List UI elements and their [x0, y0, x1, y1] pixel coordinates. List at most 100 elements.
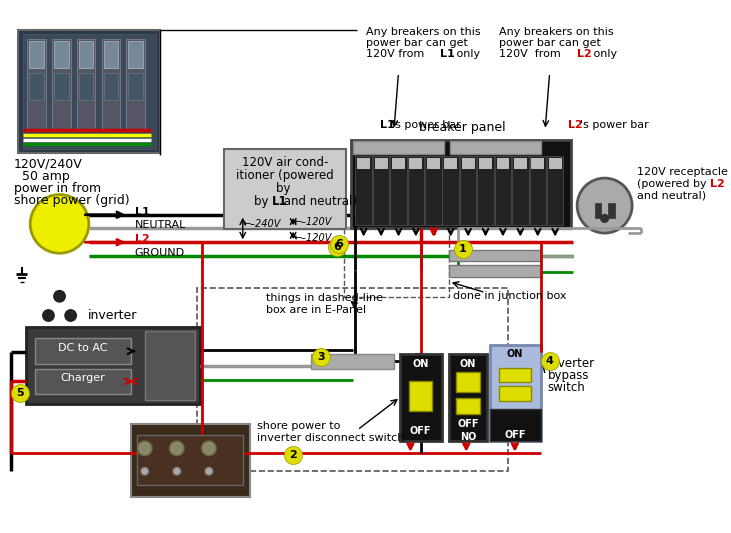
Bar	[499, 386, 531, 401]
Text: ←–120V: ←–120V	[293, 233, 332, 243]
Bar	[373, 156, 390, 225]
Circle shape	[173, 467, 181, 475]
Text: Any breakers on this: Any breakers on this	[499, 27, 614, 37]
Bar	[479, 158, 492, 169]
Bar	[608, 203, 615, 219]
Text: GROUND: GROUND	[135, 248, 185, 258]
Bar	[408, 156, 424, 225]
Text: 120V receptacle: 120V receptacle	[637, 167, 727, 177]
Text: inverter: inverter	[88, 309, 137, 322]
Bar	[462, 158, 474, 169]
Text: L2: L2	[710, 179, 724, 189]
Circle shape	[205, 467, 213, 475]
Bar	[54, 41, 69, 68]
Text: breaker panel: breaker panel	[420, 121, 506, 134]
Text: 6: 6	[333, 242, 341, 252]
Text: 5: 5	[16, 389, 24, 398]
Text: 120V/240V: 120V/240V	[14, 158, 83, 171]
Text: 6: 6	[335, 239, 343, 249]
Bar	[390, 156, 406, 225]
Text: OFF: OFF	[504, 430, 526, 440]
Circle shape	[170, 441, 184, 456]
Text: NEUTRAL: NEUTRAL	[135, 220, 186, 230]
Circle shape	[30, 195, 89, 253]
Text: 2: 2	[289, 450, 297, 460]
Bar	[131, 424, 250, 497]
Text: L1: L1	[135, 207, 149, 216]
Bar	[392, 158, 405, 169]
Text: done in junction box: done in junction box	[453, 291, 567, 301]
Bar	[499, 368, 531, 382]
Circle shape	[141, 467, 148, 475]
Circle shape	[53, 290, 66, 303]
Text: inverter disconnect switch: inverter disconnect switch	[257, 433, 404, 443]
Text: power in from: power in from	[14, 182, 101, 195]
Circle shape	[202, 441, 216, 456]
Bar	[375, 158, 387, 169]
Bar	[29, 41, 44, 68]
Bar	[351, 140, 571, 229]
Bar	[456, 373, 480, 392]
Bar	[594, 203, 601, 219]
Text: itioner (powered: itioner (powered	[236, 169, 334, 182]
Bar	[496, 158, 510, 169]
Text: Charger: Charger	[60, 373, 105, 383]
Text: L2: L2	[568, 120, 583, 131]
Text: DC to AC: DC to AC	[58, 343, 107, 353]
Bar	[79, 41, 94, 68]
Text: by: by	[276, 182, 294, 195]
Text: 1: 1	[459, 244, 466, 254]
Bar	[495, 156, 511, 225]
Text: ON: ON	[412, 359, 428, 368]
Bar	[128, 72, 143, 100]
Text: 's power bar: 's power bar	[392, 120, 461, 131]
Bar	[126, 39, 145, 131]
Bar	[549, 158, 561, 169]
Text: ON: ON	[460, 359, 477, 368]
Bar	[352, 141, 444, 154]
Bar	[35, 338, 131, 364]
Text: 's power bar: 's power bar	[580, 120, 648, 131]
Bar	[18, 30, 160, 154]
Text: ←–240V: ←–240V	[243, 219, 281, 229]
Text: Any breakers on this: Any breakers on this	[366, 27, 481, 37]
Bar	[357, 158, 370, 169]
Text: and neutral): and neutral)	[637, 191, 706, 201]
Text: L2: L2	[577, 49, 592, 59]
Text: and neutral): and neutral)	[280, 195, 357, 207]
Text: NO: NO	[460, 432, 477, 442]
Bar	[425, 156, 442, 225]
Text: inverter: inverter	[548, 357, 595, 370]
Bar	[79, 72, 94, 100]
Bar	[514, 158, 527, 169]
Text: OFF: OFF	[410, 426, 431, 437]
Text: bypass: bypass	[548, 369, 589, 382]
Bar	[490, 409, 540, 441]
Bar	[197, 288, 509, 471]
Text: shore power to: shore power to	[257, 421, 340, 431]
Bar	[344, 229, 449, 297]
Bar	[102, 39, 120, 131]
Circle shape	[64, 309, 77, 322]
Text: L1: L1	[440, 49, 455, 59]
Bar	[477, 156, 493, 225]
Bar	[449, 249, 540, 262]
Bar	[442, 156, 459, 225]
Text: 3: 3	[317, 352, 325, 362]
Circle shape	[42, 309, 55, 322]
Bar	[409, 158, 423, 169]
Bar	[512, 156, 529, 225]
Bar	[52, 39, 70, 131]
Bar	[450, 141, 542, 154]
Bar	[460, 156, 477, 225]
Text: by: by	[254, 195, 272, 207]
Bar	[401, 354, 442, 441]
Text: L1: L1	[272, 195, 288, 207]
Bar	[128, 41, 143, 68]
Bar	[355, 156, 372, 225]
Bar	[54, 72, 69, 100]
Bar	[35, 369, 131, 394]
Text: 50 amp: 50 amp	[14, 170, 69, 183]
Bar	[427, 158, 440, 169]
Text: power bar can get: power bar can get	[366, 38, 469, 48]
